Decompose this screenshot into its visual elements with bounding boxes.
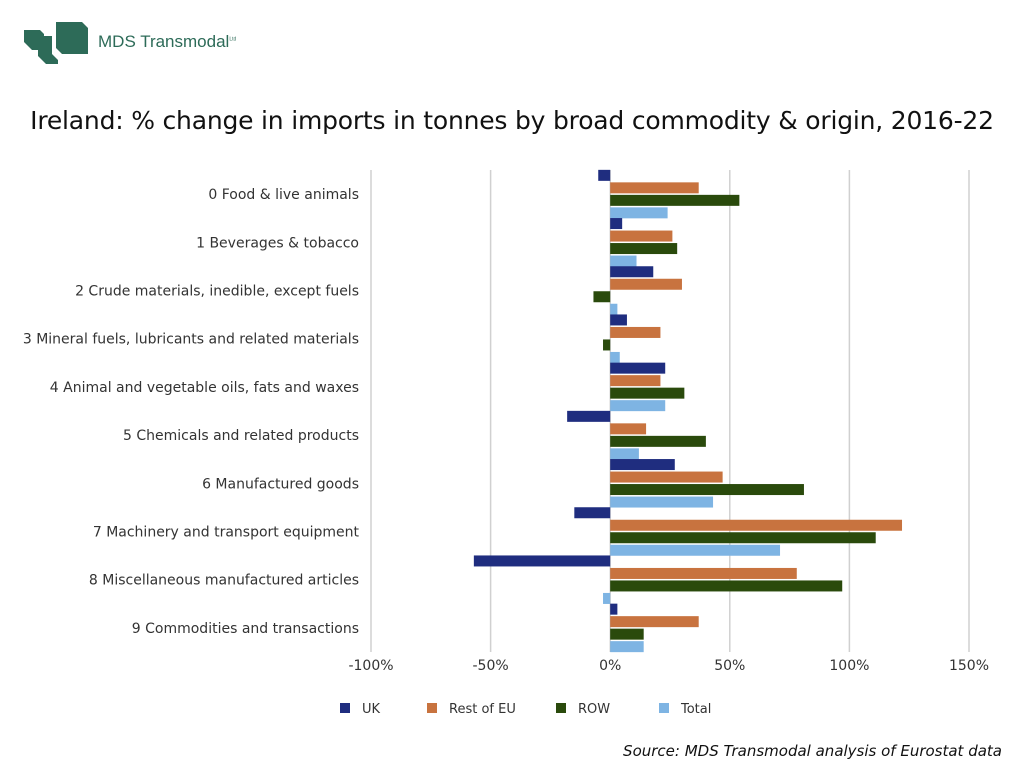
category-label: 0 Food & live animals: [208, 187, 359, 203]
source-note: Source: MDS Transmodal analysis of Euros…: [623, 742, 1002, 760]
legend-swatch-uk: [340, 703, 350, 713]
bar-rest-of-eu: [610, 375, 661, 387]
category-label: 9 Commodities and transactions: [132, 621, 359, 637]
bar-rest-of-eu: [610, 278, 682, 290]
bar-row: [610, 387, 685, 399]
bar-row: [593, 291, 611, 303]
category-label: 1 Beverages & tobacco: [196, 235, 359, 251]
tick-label: -50%: [473, 658, 509, 674]
bar-uk: [610, 218, 623, 230]
logo: MDS TransmodalLtd: [22, 20, 236, 64]
category-label: 2 Crude materials, inedible, except fuel…: [75, 284, 359, 300]
category-label: 3 Mineral fuels, lubricants and related …: [23, 332, 359, 348]
bar-row: [603, 339, 611, 351]
bar-uk: [610, 603, 618, 615]
tick-label: 0%: [599, 658, 621, 674]
bar-total: [610, 641, 644, 653]
bar-rest-of-eu: [610, 567, 797, 579]
bar-total: [603, 592, 611, 604]
legend-label: ROW: [578, 702, 610, 717]
logo-mark-icon: [24, 22, 88, 64]
bar-uk: [574, 507, 611, 519]
bar-total: [610, 400, 666, 412]
bar-uk: [473, 555, 611, 567]
logo-text: MDS TransmodalLtd: [98, 32, 237, 51]
bar-total: [610, 351, 620, 363]
tick-label: 50%: [714, 658, 745, 674]
bar-row: [610, 243, 678, 255]
legend-label: Rest of EU: [449, 702, 516, 717]
bar-rest-of-eu: [610, 471, 723, 483]
bar-rest-of-eu: [610, 326, 661, 338]
bar-total: [610, 544, 781, 556]
tick-label: 150%: [949, 658, 989, 674]
category-label: 5 Chemicals and related products: [123, 428, 359, 444]
legend-swatch-rest-of-eu: [427, 703, 437, 713]
bar-total: [610, 207, 668, 219]
legend-swatch-row: [556, 703, 566, 713]
bar-row: [610, 580, 843, 592]
bar-row: [610, 194, 740, 206]
tick-label: 100%: [829, 658, 869, 674]
category-label: 6 Manufactured goods: [202, 476, 359, 492]
legend-label: Total: [680, 702, 711, 717]
bar-rest-of-eu: [610, 616, 699, 628]
tick-label: -100%: [348, 658, 393, 674]
bar-uk: [610, 362, 666, 374]
bar-total: [610, 255, 637, 267]
bar-total: [610, 448, 639, 460]
bar-rest-of-eu: [610, 182, 699, 194]
bar-uk: [610, 314, 627, 326]
bar-rest-of-eu: [610, 519, 903, 531]
bar-row: [610, 532, 876, 544]
bar-uk: [610, 266, 654, 278]
chart-title: Ireland: % change in imports in tonnes b…: [30, 106, 994, 135]
category-label: 8 Miscellaneous manufactured articles: [89, 573, 359, 589]
bar-rest-of-eu: [610, 230, 673, 242]
bar-uk: [567, 410, 611, 422]
bar-total: [610, 303, 618, 315]
bar-row: [610, 484, 804, 496]
bar-uk: [610, 459, 675, 471]
bar-row: [610, 435, 706, 447]
bar-uk: [598, 169, 611, 181]
bar-total: [610, 496, 714, 508]
legend-swatch-total: [659, 703, 669, 713]
category-label: 4 Animal and vegetable oils, fats and wa…: [50, 380, 359, 396]
category-label: 7 Machinery and transport equipment: [93, 525, 360, 541]
legend-label: UK: [362, 702, 381, 717]
bar-rest-of-eu: [610, 423, 647, 435]
bar-row: [610, 628, 644, 640]
